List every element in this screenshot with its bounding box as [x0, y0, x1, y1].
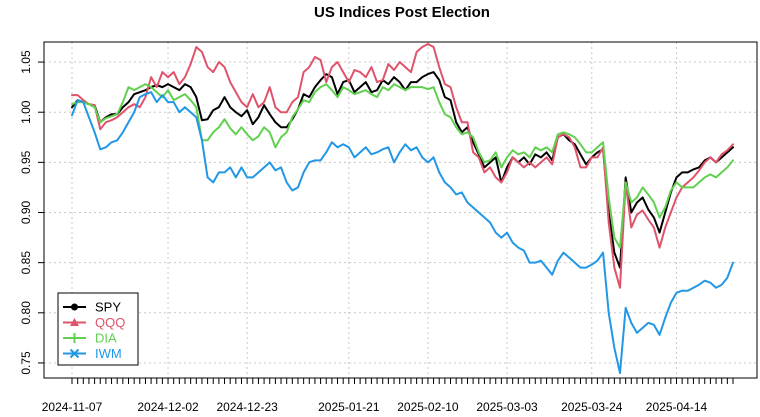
- y-tick-label: 1.05: [19, 50, 33, 74]
- y-tick-label: 0.80: [19, 301, 33, 325]
- series-line-dia: [71, 83, 734, 249]
- y-tick-label: 0.85: [19, 251, 33, 275]
- x-tick-label: 2025-03-24: [561, 400, 623, 414]
- legend-marker-plus: [69, 333, 80, 343]
- legend-label-iwm: IWM: [95, 346, 122, 361]
- legend-marker-triangle: [70, 318, 79, 326]
- x-tick-label: 2025-02-10: [397, 400, 459, 414]
- series-line-iwm: [71, 91, 734, 374]
- y-tick-label: 0.95: [19, 150, 33, 174]
- y-tick-label: 0.75: [19, 351, 33, 375]
- y-tick-label: 1.00: [19, 100, 33, 124]
- x-tick-label: 2024-12-23: [216, 400, 278, 414]
- legend-label-spy: SPY: [95, 300, 121, 315]
- x-tick-label: 2024-12-02: [137, 400, 199, 414]
- legend-label-qqq: QQQ: [95, 315, 125, 330]
- chart-title: US Indices Post Election: [314, 4, 490, 21]
- x-tick-label: 2024-11-07: [42, 400, 103, 414]
- x-tick-label: 2025-04-14: [646, 400, 708, 414]
- x-tick-label: 2025-03-03: [476, 400, 538, 414]
- legend-label-dia: DIA: [95, 331, 117, 346]
- series-line-qqq: [71, 43, 734, 289]
- y-tick-label: 0.90: [19, 201, 33, 225]
- y-axis: 0.75 0.80 0.85 0.90 0.95 1.00 1.05: [19, 50, 44, 375]
- x-tick-label: 2025-01-21: [318, 400, 380, 414]
- x-axis: 2024-11-07 2024-12-02 2024-12-23 2025-01-21…: [42, 377, 734, 414]
- legend-marker-circle: [71, 303, 78, 311]
- legend-marker-cross: [69, 348, 80, 359]
- series-layer: [71, 43, 734, 374]
